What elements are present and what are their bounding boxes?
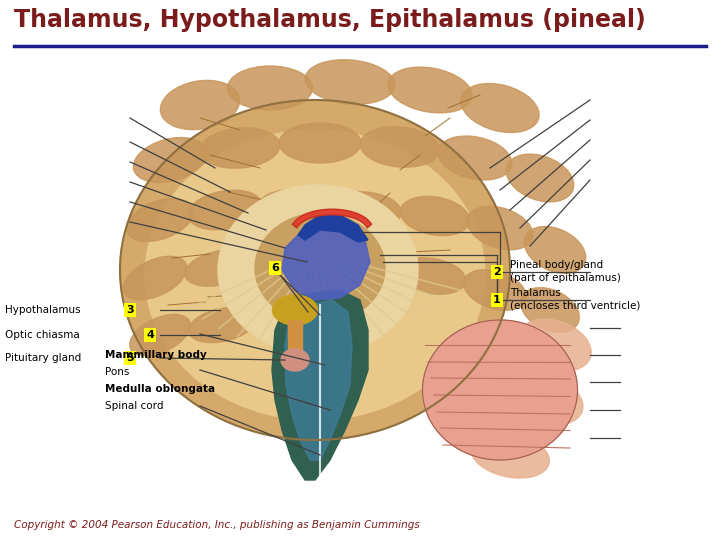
Text: Pineal body/gland: Pineal body/gland [510,260,603,270]
Text: (encloses third ventricle): (encloses third ventricle) [510,301,640,311]
Text: Pons: Pons [105,367,130,377]
Polygon shape [298,215,368,242]
Text: 5: 5 [126,353,134,363]
Ellipse shape [438,136,512,180]
Ellipse shape [467,206,533,249]
Ellipse shape [161,80,240,130]
Ellipse shape [471,432,549,478]
Text: Mammillary body: Mammillary body [105,350,207,360]
Ellipse shape [524,226,586,273]
Ellipse shape [521,288,580,332]
Polygon shape [282,222,370,300]
Ellipse shape [130,314,190,356]
Ellipse shape [254,249,326,282]
Text: Spinal cord: Spinal cord [105,401,163,411]
Ellipse shape [258,189,333,225]
Ellipse shape [120,100,510,440]
Ellipse shape [305,60,395,104]
Ellipse shape [127,199,194,241]
Text: Medulla oblongata: Medulla oblongata [105,384,215,394]
Text: Optic chiasma: Optic chiasma [5,330,80,340]
Ellipse shape [281,349,309,371]
Text: 3: 3 [126,305,134,315]
Ellipse shape [279,123,361,163]
Text: Pituitary gland: Pituitary gland [5,353,81,363]
Polygon shape [272,290,368,480]
Text: Copyright © 2004 Pearson Education, Inc., publishing as Benjamin Cummings: Copyright © 2004 Pearson Education, Inc.… [14,520,420,530]
Text: 6: 6 [271,263,279,273]
Polygon shape [285,300,352,460]
Text: 2: 2 [493,267,501,277]
Text: 1: 1 [493,295,501,305]
Ellipse shape [441,334,529,386]
Ellipse shape [123,256,186,300]
Ellipse shape [423,320,577,460]
Text: Thalamus, Hypothalamus, Epithalamus (pineal): Thalamus, Hypothalamus, Epithalamus (pin… [14,8,646,32]
Ellipse shape [513,375,583,424]
Ellipse shape [400,197,469,235]
Ellipse shape [519,319,591,371]
Ellipse shape [360,127,440,167]
Text: Thalamus: Thalamus [510,288,561,298]
Ellipse shape [438,386,522,435]
Ellipse shape [145,130,485,420]
Ellipse shape [328,192,401,228]
Ellipse shape [327,253,397,287]
Ellipse shape [133,138,207,183]
Ellipse shape [189,307,256,342]
Bar [288,320,302,350]
Ellipse shape [218,185,418,355]
Text: 4: 4 [146,330,154,340]
Ellipse shape [200,128,280,168]
Ellipse shape [188,190,262,230]
Ellipse shape [388,67,472,113]
Ellipse shape [398,258,466,294]
Ellipse shape [184,250,256,286]
Ellipse shape [255,213,385,323]
Text: Hypothalamus: Hypothalamus [5,305,81,315]
Text: (part of epithalamus): (part of epithalamus) [510,273,621,283]
Ellipse shape [506,154,574,202]
Ellipse shape [464,270,526,310]
Ellipse shape [272,295,318,325]
Ellipse shape [461,84,539,132]
Ellipse shape [228,66,312,110]
